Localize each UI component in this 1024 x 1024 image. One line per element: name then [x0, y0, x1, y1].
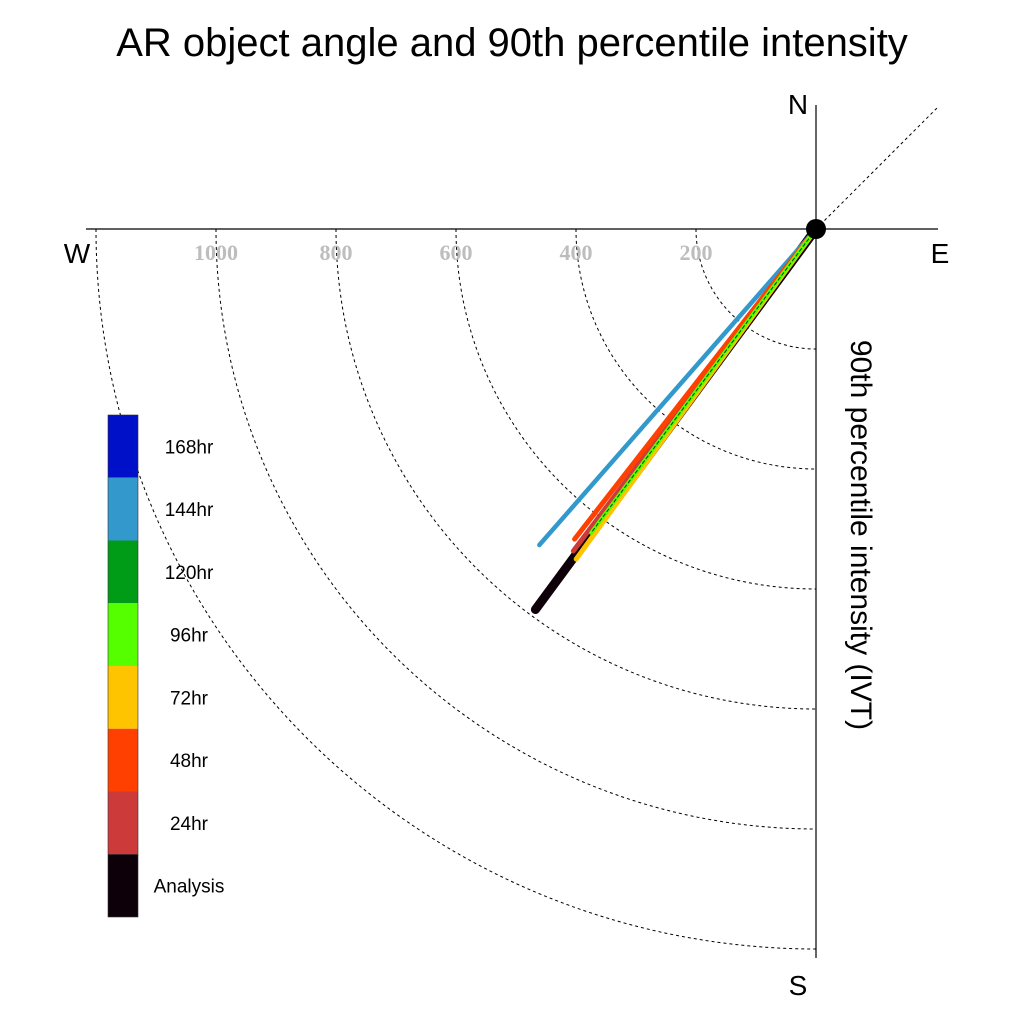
chart-title: AR object angle and 90th percentile inte… [116, 21, 908, 65]
legend-label: Analysis [154, 877, 225, 898]
radial-tick-label: 400 [560, 240, 593, 265]
vector-144hr [537, 226, 819, 548]
legend-swatch [108, 477, 138, 541]
range-ring [335, 228, 817, 710]
legend-swatch [108, 728, 138, 792]
radial-tick-label: 200 [680, 240, 713, 265]
range-ring [95, 228, 817, 950]
range-ring [215, 228, 817, 830]
radial-tick-label: 800 [320, 240, 353, 265]
legend-swatch [108, 854, 138, 917]
range-ring [575, 228, 817, 470]
vector-96hr-centerline [590, 228, 817, 534]
radial-tick-label: 1000 [194, 240, 238, 265]
legend-swatch [108, 666, 138, 729]
series-vectors [530, 224, 821, 615]
legend-label: 48hr [170, 751, 209, 772]
range-ring [695, 228, 817, 350]
origin-marker [806, 219, 826, 239]
chart-grid [95, 228, 817, 950]
radial-axis-label: 90th percentile intensity (IVT) [844, 340, 877, 730]
chart-axes [86, 105, 939, 958]
legend-label: 24hr [170, 814, 209, 835]
compass-w-label: W [64, 238, 91, 269]
legend: 168hr 144hr 120hr 96hr 72hr 48hr 24hr Analysis [107, 414, 225, 918]
compass-n-label: N [788, 89, 808, 120]
legend-frame [107, 414, 139, 918]
legend-swatch [108, 603, 138, 666]
legend-swatch [108, 415, 138, 478]
radial-ticks: 200 400 600 800 1000 [194, 240, 713, 265]
legend-label: 168hr [165, 437, 214, 458]
legend-swatch [108, 791, 138, 855]
radial-tick-label: 600 [440, 240, 473, 265]
ne-diagonal-line [815, 106, 939, 230]
legend-label: 144hr [165, 500, 214, 521]
legend-swatch [108, 540, 138, 604]
legend-label: 120hr [165, 563, 214, 584]
compass-s-label: S [789, 970, 808, 1001]
range-ring [455, 228, 817, 590]
legend-label: 72hr [170, 688, 209, 709]
compass-e-label: E [931, 238, 950, 269]
legend-label: 96hr [170, 626, 209, 647]
